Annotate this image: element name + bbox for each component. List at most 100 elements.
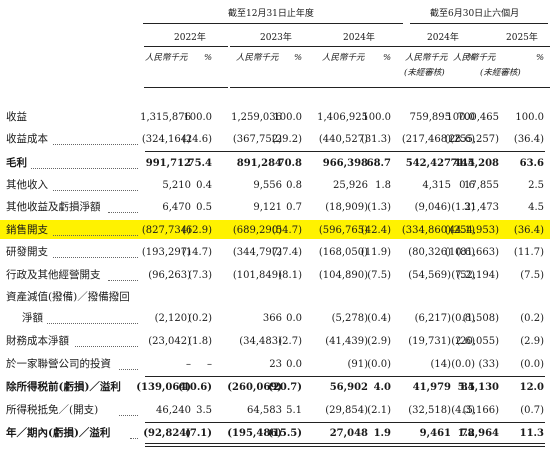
- year-underline: [476, 46, 550, 47]
- percent-cell: –: [207, 359, 212, 370]
- amount-cell: (255,257): [449, 134, 499, 145]
- amount-cell: 891,284: [236, 158, 282, 169]
- percent-cell: (11.9): [360, 247, 391, 258]
- amount-unit-label: 人民幣千元: [322, 53, 365, 63]
- amount-cell: (92,824): [143, 428, 191, 439]
- amount-cell: (193,297): [141, 247, 191, 258]
- rule-bottom: [145, 443, 545, 444]
- amount-cell: (5,278): [331, 313, 368, 324]
- amount-cell: (217,468): [401, 134, 451, 145]
- percent-unit-label: %: [204, 53, 213, 63]
- percent-unit-label: %: [383, 53, 392, 63]
- row-label: 其他收入: [6, 179, 48, 191]
- row-label: 收益成本: [6, 133, 48, 145]
- amount-cell: 991,712: [145, 158, 191, 169]
- period-header-h1: 截至6月30日止六個月: [430, 9, 520, 19]
- row-label: 財務成本淨額: [6, 335, 69, 347]
- amount-cell: 27,048: [329, 428, 368, 439]
- amount-cell: (19,731): [408, 336, 451, 347]
- percent-cell: (10.6): [444, 247, 475, 258]
- percent-cell: (0.8): [451, 313, 475, 324]
- row-label: 行政及其他經營開支: [6, 269, 101, 281]
- percent-cell: 0.6: [459, 180, 475, 191]
- percent-cell: (36.4): [513, 134, 544, 145]
- leader-dots: [31, 168, 138, 169]
- amount-cell: 23: [269, 359, 282, 370]
- percent-cell: 1.8: [375, 180, 391, 191]
- amount-cell: (41,439): [325, 336, 368, 347]
- header-rule-h1: [410, 23, 548, 24]
- percent-cell: 3.5: [196, 405, 212, 416]
- percent-cell: (36.4): [513, 225, 544, 236]
- amount-cell: (334,860): [401, 225, 451, 236]
- amount-cell: 9,556: [253, 180, 282, 191]
- amount-cell: (2,120): [154, 313, 191, 324]
- percent-cell: 5.5: [457, 382, 475, 393]
- amount-cell: 6,470: [162, 202, 191, 213]
- percent-cell: (0.0): [520, 359, 544, 370]
- amount-cell: (33): [478, 359, 499, 370]
- amount-cell: (139,064): [136, 382, 191, 393]
- amount-cell: (14): [430, 359, 451, 370]
- unit-underline: [397, 87, 481, 88]
- percent-cell: (0.2): [520, 313, 544, 324]
- amount-cell: 445,208: [453, 158, 499, 169]
- percent-cell: 0.4: [196, 180, 212, 191]
- amount-cell: 9,461: [419, 428, 451, 439]
- amount-cell: (32,518): [408, 405, 451, 416]
- leader-dots: [53, 257, 138, 258]
- amount-cell: (195,486): [227, 428, 282, 439]
- amount-cell: 1,315,876: [140, 112, 191, 123]
- percent-cell: 100.0: [273, 112, 302, 123]
- amount-cell: (324,164): [141, 134, 191, 145]
- percent-cell: (0.0): [367, 359, 391, 370]
- percent-cell: (1.2): [451, 202, 475, 213]
- percent-cell: (7.3): [188, 270, 212, 281]
- rule-above-net: [145, 422, 545, 423]
- percent-cell: (54.7): [271, 225, 302, 236]
- percent-cell: 4.0: [373, 382, 391, 393]
- percent-cell: (28.6): [444, 134, 475, 145]
- leader-dots: [119, 369, 138, 370]
- amount-cell: 966,398: [322, 158, 368, 169]
- unit-underline: [230, 87, 314, 88]
- percent-cell: (1.8): [188, 336, 212, 347]
- amount-unit-label: 人民幣千元: [236, 53, 279, 63]
- percent-cell: 100.0: [446, 112, 475, 123]
- percent-cell: (2.9): [520, 336, 544, 347]
- amount-cell: 78,964: [460, 428, 499, 439]
- percent-cell: 1.2: [457, 428, 475, 439]
- amount-cell: (20,055): [456, 336, 499, 347]
- year-underline: [144, 46, 228, 47]
- percent-cell: 100.0: [515, 112, 544, 123]
- percent-cell: 100.0: [362, 112, 391, 123]
- percent-cell: (2.7): [278, 336, 302, 347]
- unit-underline: [313, 87, 397, 88]
- amount-cell: 84,130: [460, 382, 499, 393]
- row-label: 其他收益及虧損淨額: [6, 201, 101, 213]
- percent-cell: (0.2): [188, 313, 212, 324]
- amount-cell: 9,121: [253, 202, 282, 213]
- percent-cell: (20.7): [268, 382, 302, 393]
- percent-cell: 0.0: [286, 313, 302, 324]
- percent-cell: (24.6): [181, 134, 212, 145]
- percent-cell: 0.7: [286, 202, 302, 213]
- amount-cell: 700,465: [457, 112, 499, 123]
- unaudited-label: (未經審核): [480, 68, 521, 78]
- amount-cell: 31,473: [464, 202, 499, 213]
- leader-dots: [47, 323, 138, 324]
- row-label: 毛利: [6, 157, 27, 169]
- amount-cell: (81,663): [456, 247, 499, 258]
- row-label: 於一家聯營公司的投資: [6, 358, 111, 370]
- year-header: 2022年: [174, 33, 206, 43]
- year-underline: [397, 46, 481, 47]
- percent-cell: (2.9): [367, 336, 391, 347]
- year-underline: [230, 46, 314, 47]
- amount-cell: (689,290): [232, 225, 282, 236]
- amount-cell: (254,953): [449, 225, 499, 236]
- amount-cell: (827,734): [141, 225, 191, 236]
- amount-cell: (6,217): [414, 313, 451, 324]
- percent-cell: 68.7: [366, 158, 391, 169]
- amount-unit-label: 人民幣千元: [145, 53, 188, 63]
- amount-cell: 46,240: [156, 405, 191, 416]
